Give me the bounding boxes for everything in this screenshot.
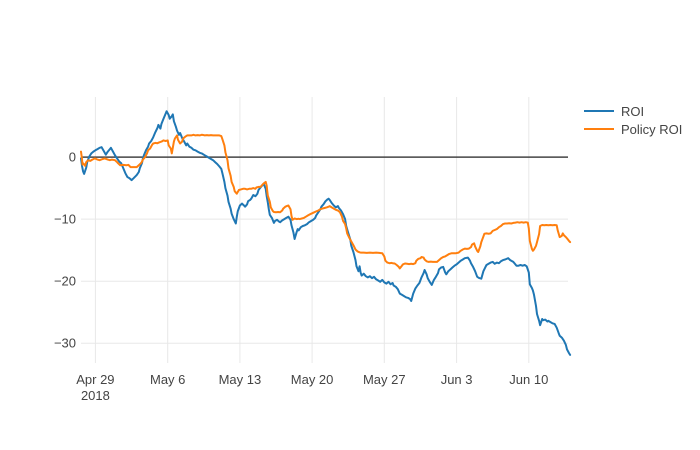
y-tick-label: −10 xyxy=(54,212,76,227)
policy-roi-line-swatch xyxy=(584,128,614,130)
x-tick-label: May 27 xyxy=(363,372,406,387)
roi-line[interactable] xyxy=(80,110,572,356)
roi-line-swatch xyxy=(584,110,614,112)
x-tick-label: May 6 xyxy=(150,372,185,387)
x-tick-label: May 20 xyxy=(291,372,334,387)
x-tick-label: Apr 29 xyxy=(76,372,114,387)
legend-label-policy-roi: Policy ROI xyxy=(621,121,683,137)
legend-label-roi: ROI xyxy=(621,103,645,119)
x-tick-label: Jun 3 xyxy=(441,372,473,387)
y-tick-label: −30 xyxy=(54,336,76,351)
chart-legend: ROI Policy ROI xyxy=(584,103,683,137)
y-tick-label: −20 xyxy=(54,274,76,289)
legend-item-policy-roi[interactable]: Policy ROI xyxy=(584,121,683,137)
x-tick-label: May 13 xyxy=(219,372,262,387)
x-tick-year-label: 2018 xyxy=(81,388,110,403)
x-tick-label: Jun 10 xyxy=(509,372,548,387)
policy-roi-line[interactable] xyxy=(80,133,572,270)
legend-item-roi[interactable]: ROI xyxy=(584,103,682,119)
y-tick-label: 0 xyxy=(69,150,76,165)
